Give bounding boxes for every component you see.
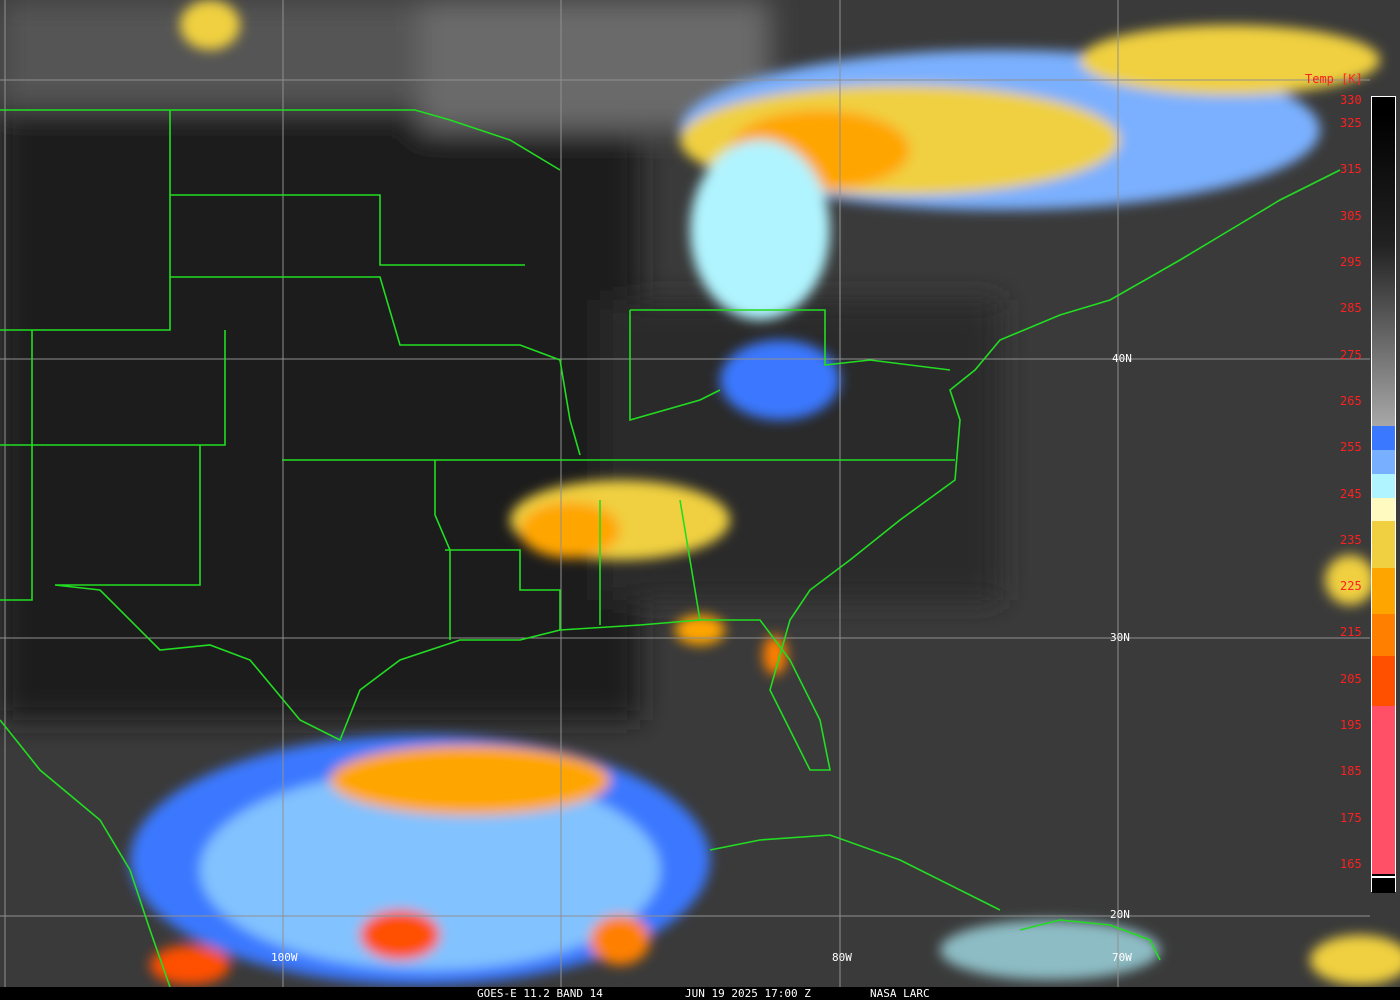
land-background [0,0,1000,720]
colorbar-tick-label: 205 [1340,671,1362,686]
colorbar-tick-label: 165 [1340,856,1362,871]
colorbar-tick-label: 330 [1340,93,1362,107]
colorbar-light-blue [1372,450,1395,474]
colorbar-tick-label: 325 [1340,116,1362,131]
lon-label-80w: 80W [832,951,852,964]
lon-label-100w: 100W [271,951,298,964]
lat-label-20n: 20N [1110,908,1130,921]
colorbar-tick-label: 275 [1340,347,1362,362]
colorbar-tick-label: 175 [1340,810,1362,825]
colorbar-tick-label: 185 [1340,764,1362,779]
colorbar-tick-label: 195 [1340,718,1362,733]
credit-label: NASA LARC [870,987,930,1000]
colorbar-yellow [1372,521,1395,568]
lat-lon-grid [0,0,1370,987]
colorbar-tick-label: 305 [1340,208,1362,223]
colorbar-tick-label: 295 [1340,255,1362,270]
lat-label-40n: 40N [1112,352,1132,365]
colorbar-blue [1372,426,1395,450]
colorbar-tick-label: 265 [1340,393,1362,408]
colorbar-tick-label: 235 [1340,532,1362,547]
colorbar-tick-label: 215 [1340,625,1362,640]
colorbar-tick-label: 285 [1340,301,1362,316]
colorbar-coldest [1372,876,1395,893]
colorbar-dark-orange [1372,614,1395,656]
colorbar-pale-yellow [1372,498,1395,521]
lat-label-30n: 30N [1110,631,1130,644]
colorbar-tick-label: 315 [1340,162,1362,177]
temperature-colorbar [1371,96,1396,893]
colorbar-tick-label: 255 [1340,440,1362,455]
colorbar-tick-label: 245 [1340,486,1362,501]
colorbar-orange [1372,568,1395,614]
colorbar-cyan [1372,474,1395,498]
datetime-label: JUN 19 2025 17:00 Z [685,987,811,1000]
satellite-band-label: GOES-E 11.2 BAND 14 [477,987,603,1000]
product-footer: GOES-E 11.2 BAND 14 JUN 19 2025 17:00 Z … [0,987,1400,1000]
colorbar-gray-ramp [1372,97,1395,426]
colorbar-pink [1372,706,1395,874]
colorbar-tick-label: 225 [1340,579,1362,594]
colorbar-red-orange [1372,656,1395,706]
colorbar-units: Temp [K] [1305,72,1363,86]
lon-label-70w: 70W [1112,951,1132,964]
political-borders [0,109,1341,988]
